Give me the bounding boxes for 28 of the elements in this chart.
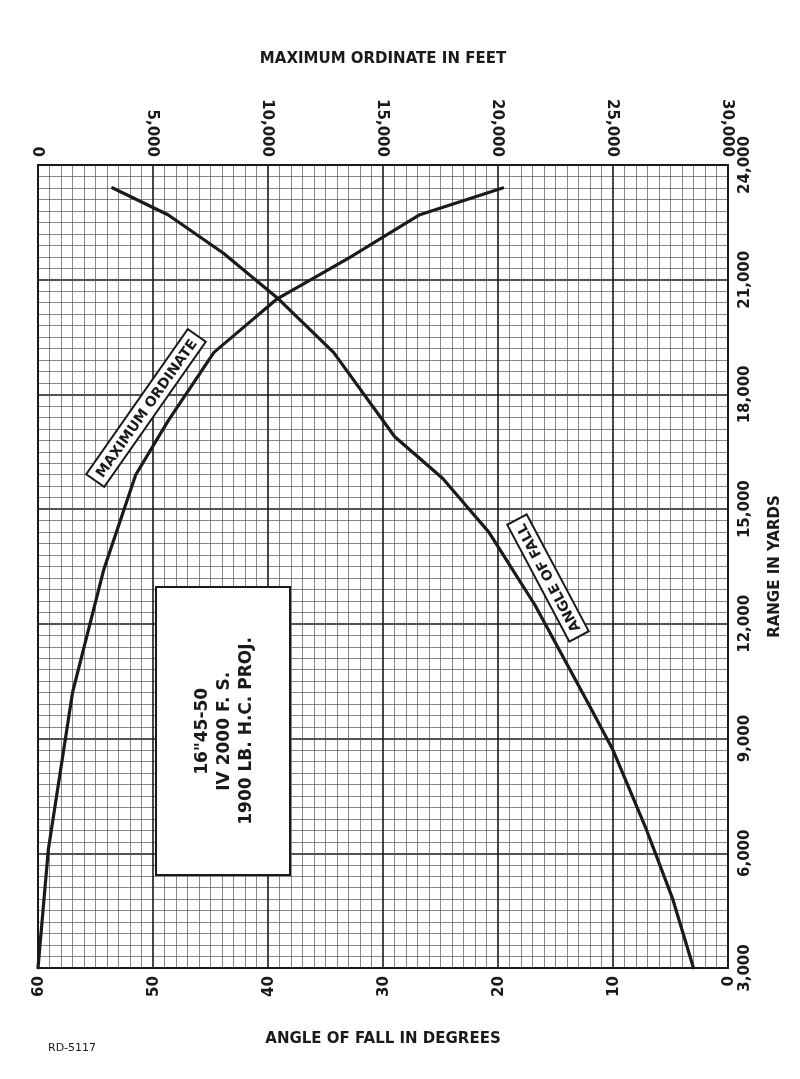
x-tick-label: 50	[144, 976, 162, 997]
x2-tick-label: 15,000	[374, 99, 392, 157]
x2-tick-label: 5,000	[144, 109, 162, 157]
x2-tick-label: 10,000	[259, 99, 277, 157]
x2-tick-label: 20,000	[489, 99, 507, 157]
x2-axis-title: MAXIMUM ORDINATE IN FEET	[259, 48, 507, 67]
y-tick-label: 15,000	[734, 480, 753, 539]
x-tick-label: 40	[259, 976, 277, 997]
x-axis-title: ANGLE OF FALL IN DEGREES	[265, 1028, 501, 1047]
x2-tick-label: 0	[29, 146, 47, 157]
y-tick-label: 18,000	[734, 365, 753, 424]
x-tick-label: 0	[719, 976, 737, 987]
text: RD-5117	[48, 1041, 97, 1054]
annotation: 16"45-50 IV 2000 F. S. 1900 LB. H.C. PROJ.	[190, 637, 256, 825]
x-tick-label: 20	[489, 976, 507, 997]
y-axis-title: RANGE IN YARDS	[764, 495, 783, 638]
y-tick-label: 6,000	[734, 829, 753, 878]
y-tick-label: 24,000	[734, 136, 753, 194]
y-tick-label: 12,000	[734, 594, 753, 653]
x2-tick-label: 25,000	[604, 99, 622, 157]
x-tick-label: 10	[604, 976, 622, 997]
y-tick-label: 3,000	[734, 944, 753, 992]
y-tick-label: 21,000	[734, 250, 753, 309]
x2-tick-label: 30,000	[719, 99, 737, 157]
y-tick-label: 9,000	[734, 714, 753, 763]
x-tick-label: 60	[29, 976, 47, 997]
note-card: 16"45-50 IV 2000 F. S. 1900 LB. H.C. PROJ.	[155, 586, 291, 876]
x-tick-label: 30	[374, 976, 392, 997]
